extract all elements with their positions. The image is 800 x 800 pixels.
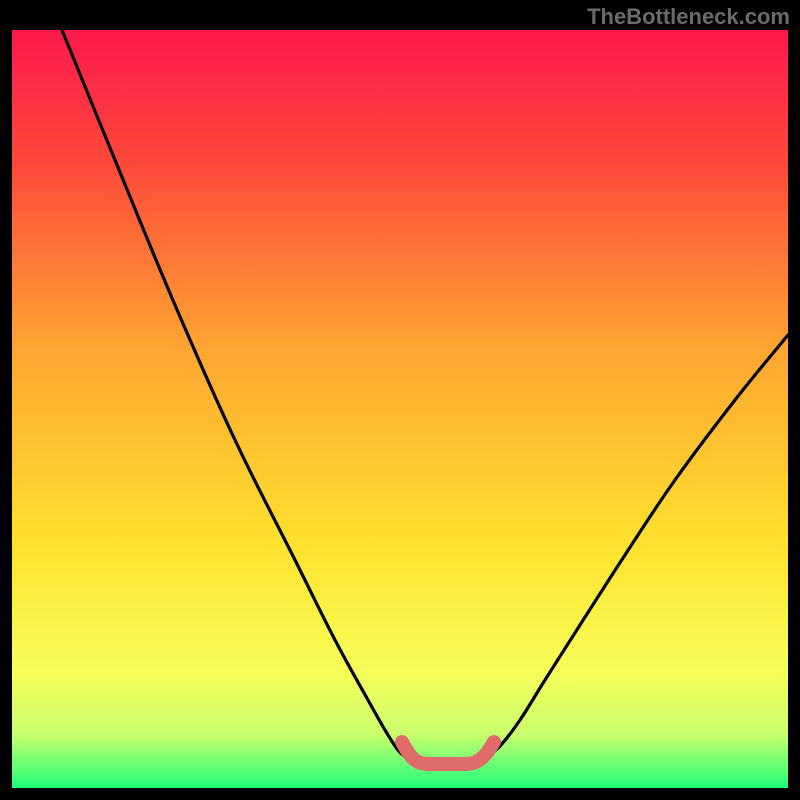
watermark-label: TheBottleneck.com [587, 4, 790, 30]
chart-stage: TheBottleneck.com [0, 0, 800, 800]
chart-svg [0, 0, 800, 800]
plot-background [12, 30, 788, 788]
